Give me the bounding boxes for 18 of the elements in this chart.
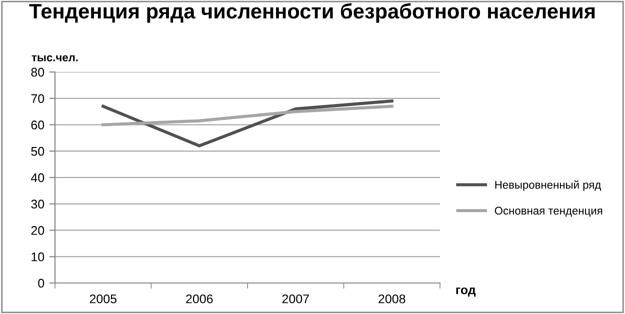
y-tick-label: 80 [31, 68, 44, 77]
y-tick-label: 0 [38, 278, 44, 288]
x-tick-label: 2006 [186, 294, 213, 304]
y-axis-title: тыс.чел. [32, 55, 78, 62]
y-tick-label: 40 [30, 173, 44, 182]
x-tick-label: 2007 [282, 294, 309, 304]
x-axis-title: год [456, 287, 476, 297]
x-tick-label: 2008 [378, 294, 406, 304]
y-tick-label: 10 [32, 252, 44, 262]
legend-label: Основная тенденция [494, 206, 602, 217]
legend-label: Невыровненный ряд [495, 180, 601, 191]
y-tick-label: 30 [31, 200, 44, 209]
y-tick-label: 60 [31, 120, 44, 130]
x-tick-label: 2005 [90, 294, 117, 304]
y-tick-label: 70 [31, 94, 44, 104]
y-tick-label: 20 [31, 226, 44, 235]
y-tick-label: 50 [31, 146, 44, 156]
chart-title: Тенденция ряда численности безработного населения [29, 3, 595, 23]
